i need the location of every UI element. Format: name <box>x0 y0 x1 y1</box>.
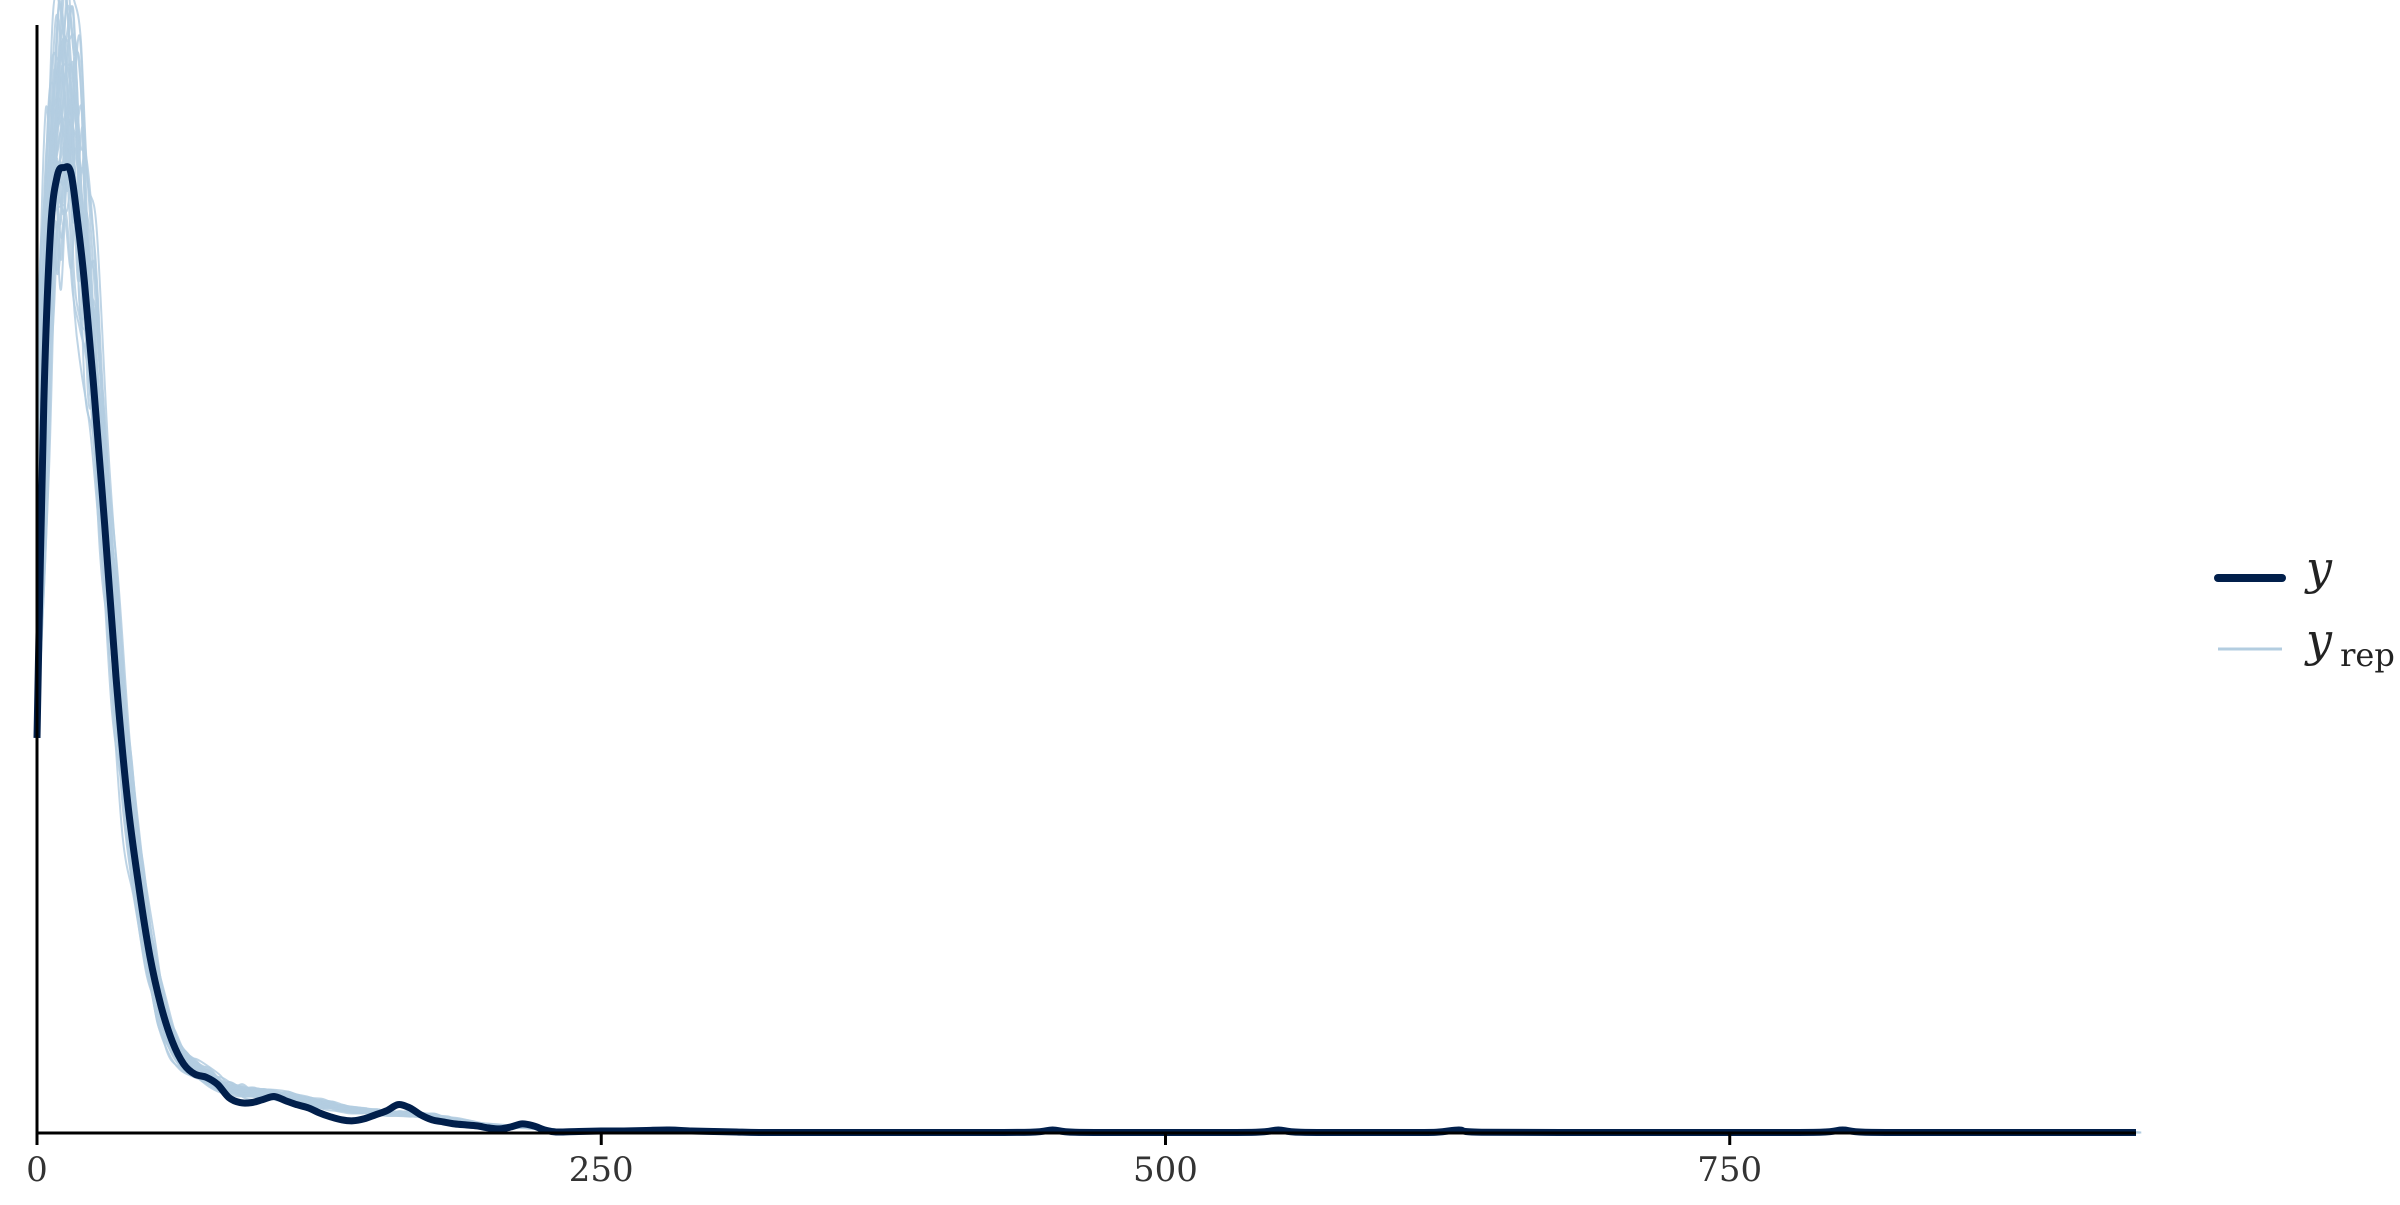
x-tick-label: 500 <box>1133 1150 1198 1190</box>
axes-group: 0 250 500 750 <box>26 25 2136 1190</box>
y-observed-line <box>33 163 2136 1137</box>
legend-yrep-main: y <box>2304 613 2333 667</box>
x-tick-label: 250 <box>569 1150 634 1190</box>
chart-legend: y y rep <box>2214 541 2395 674</box>
x-tick-label: 0 <box>26 1150 48 1190</box>
legend-yrep-label: y rep <box>2304 613 2395 674</box>
x-tick-label: 750 <box>1697 1150 1762 1190</box>
legend-yrep-subscript: rep <box>2340 636 2395 674</box>
legend-y-label: y <box>2304 541 2333 595</box>
y-series-group <box>33 163 2136 1137</box>
x-axis-ticks: 0 250 500 750 <box>26 1133 1762 1190</box>
